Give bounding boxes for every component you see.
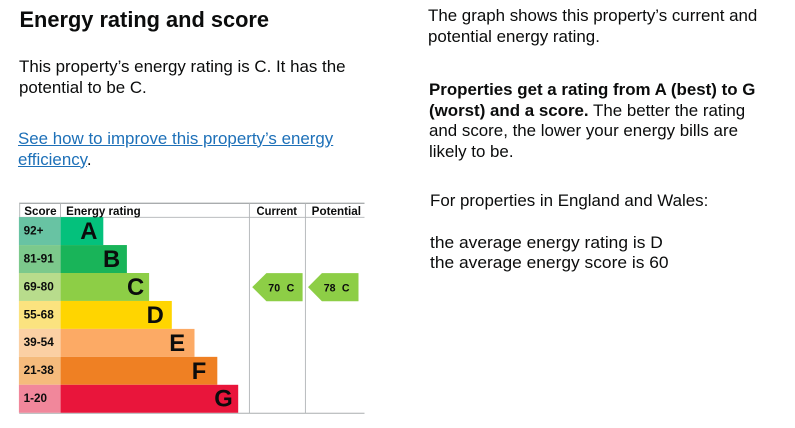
svg-text:C: C [127,274,144,301]
svg-text:70: 70 [268,282,280,294]
svg-text:G: G [214,386,233,413]
svg-text:1-20: 1-20 [24,392,47,405]
svg-text:Current: Current [257,206,298,218]
svg-text:39-54: 39-54 [24,336,55,349]
svg-text:21-38: 21-38 [24,364,55,377]
svg-text:Energy rating: Energy rating [66,206,140,218]
svg-text:Potential: Potential [312,206,361,218]
svg-text:F: F [192,358,207,385]
svg-text:C: C [287,282,295,294]
svg-text:D: D [147,302,164,329]
svg-text:78: 78 [324,282,336,294]
svg-text:C: C [342,282,350,294]
svg-text:55-68: 55-68 [24,308,55,321]
svg-text:B: B [103,246,120,273]
svg-text:81-91: 81-91 [24,252,55,265]
svg-text:E: E [169,330,185,357]
svg-text:69-80: 69-80 [24,280,54,293]
svg-text:A: A [80,218,97,245]
svg-text:Score: Score [24,206,56,218]
svg-text:92+: 92+ [24,224,44,237]
